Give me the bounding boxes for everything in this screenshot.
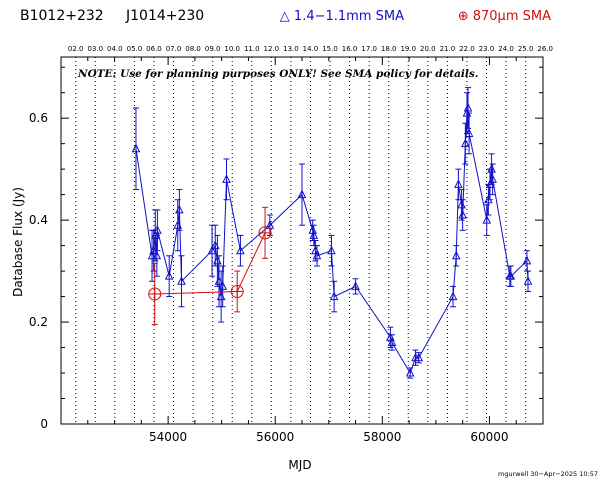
legend-blue-series: △ 1.4−1.1mm SMA [280, 9, 404, 24]
year-marker-label: 14.0 [303, 45, 319, 53]
year-marker-label: 17.0 [361, 45, 377, 53]
footer-credit: mgurwell 30−Apr−2025 10:57 [498, 470, 598, 478]
data-point [164, 271, 174, 280]
data-point [522, 255, 532, 265]
y-axis-label: Database Flux (Jy) [11, 187, 25, 297]
data-point [462, 107, 472, 117]
y-tick-label: 0.6 [29, 111, 48, 125]
data-point [405, 367, 415, 377]
data-point [175, 204, 184, 214]
data-point [454, 179, 463, 188]
year-marker-label: 09.0 [205, 45, 221, 53]
x-axis-label: MJD [288, 458, 311, 472]
data-point [312, 250, 322, 260]
data-point [265, 220, 275, 229]
y-tick-label: 0.2 [29, 315, 48, 329]
year-marker-labels: 02.0 03.0 04.0 05.0 06.0 07.0 08.0 09.0 10.0 11.0… [68, 45, 553, 53]
data-point [258, 226, 272, 240]
year-marker-label: 22.0 [459, 45, 475, 53]
year-marker-label: 11.0 [244, 45, 260, 53]
data-point [218, 281, 228, 290]
year-marker-label: 18.0 [381, 45, 397, 53]
year-marker-label: 21.0 [440, 45, 456, 53]
data-point [297, 189, 307, 199]
data-point [207, 245, 217, 255]
data-point [327, 245, 336, 255]
plot-frame [60, 56, 544, 425]
data-point [387, 337, 397, 346]
data-point [152, 250, 162, 260]
x-tick-label: 60000 [470, 430, 508, 444]
year-marker-label: 20.0 [420, 45, 436, 53]
data-point [329, 291, 339, 301]
x-axis-ticks: 54000 56000 58000 60000 [60, 57, 544, 444]
year-marker-label: 15.0 [322, 45, 338, 53]
y-axis-ticks: 0 0.2 0.4 0.6 [29, 66, 543, 431]
data-point [464, 128, 474, 137]
data-point [461, 138, 470, 148]
alt-source-name: J1014+230 [125, 8, 204, 24]
year-marker-label: 02.0 [68, 45, 84, 53]
year-marker-label: 16.0 [342, 45, 358, 53]
year-marker-label: 03.0 [87, 45, 103, 53]
year-marker-label: 05.0 [127, 45, 143, 53]
year-marker-label: 26.0 [537, 45, 553, 53]
year-marker-label: 25.0 [518, 45, 534, 53]
data-point [451, 250, 461, 260]
year-marker-label: 24.0 [498, 45, 514, 53]
year-marker-lines [75, 57, 527, 424]
data-point [457, 199, 466, 209]
x-tick-label: 56000 [256, 430, 294, 444]
data-point [482, 214, 492, 224]
data-point [153, 225, 162, 234]
data-point [414, 352, 424, 362]
data-point [351, 281, 360, 290]
data-point [448, 291, 458, 301]
year-marker-label: 19.0 [400, 45, 416, 53]
data-point [230, 284, 244, 298]
year-marker-label: 08.0 [185, 45, 201, 53]
data-point [488, 174, 497, 183]
year-marker-label: 07.0 [166, 45, 182, 53]
x-tick-label: 54000 [149, 430, 187, 444]
data-point [523, 276, 533, 285]
y-tick-label: 0 [40, 417, 48, 431]
data-series [131, 87, 533, 379]
data-point [236, 245, 245, 255]
y-tick-label: 0.4 [29, 213, 48, 227]
data-point [458, 209, 467, 219]
year-marker-label: 13.0 [283, 45, 299, 53]
data-point [506, 271, 516, 280]
series-1p3mm [131, 87, 533, 379]
planning-note: NOTE: Use for planning purposes ONLY! Se… [77, 68, 478, 80]
data-point [148, 287, 162, 301]
year-marker-label: 23.0 [479, 45, 495, 53]
legend-red-series: ⊕ 870μm SMA [458, 9, 551, 24]
source-name: B1012+232 [20, 8, 104, 24]
year-marker-label: 06.0 [146, 45, 162, 53]
data-point [177, 276, 186, 285]
year-marker-label: 12.0 [264, 45, 280, 53]
series-870um [148, 206, 272, 326]
data-point [463, 102, 473, 112]
data-point [222, 174, 231, 183]
data-point [131, 143, 141, 153]
data-point [309, 230, 319, 239]
x-tick-label: 58000 [363, 430, 401, 444]
data-point [487, 164, 496, 173]
year-marker-label: 10.0 [224, 45, 240, 53]
year-marker-label: 04.0 [107, 45, 123, 53]
